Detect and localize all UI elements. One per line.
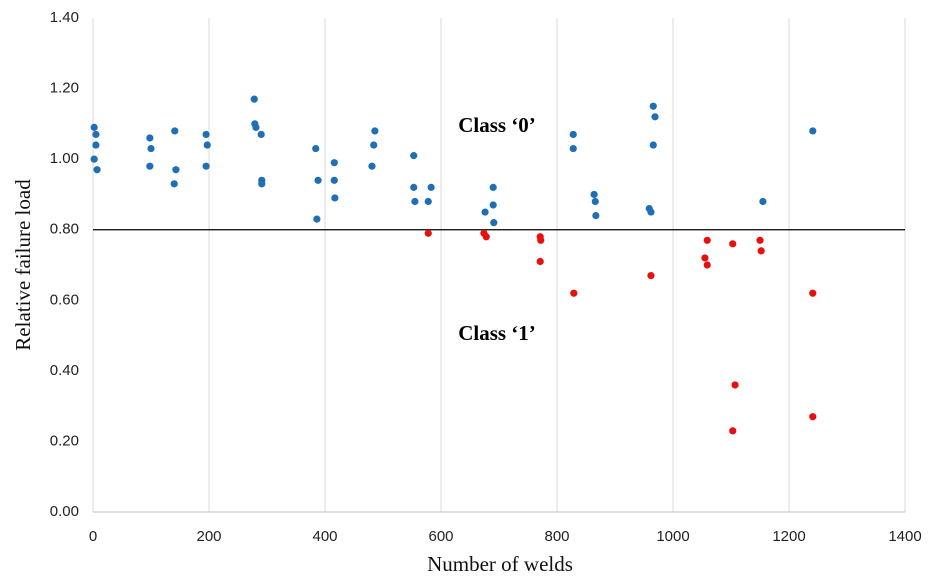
point: [252, 123, 260, 131]
annotation: Class ‘0’: [458, 113, 536, 137]
y-tick-label: 0.00: [50, 503, 79, 520]
x-tick-label: 400: [312, 528, 337, 545]
point: [537, 236, 545, 244]
point: [368, 162, 376, 170]
point: [258, 180, 266, 188]
y-tick-label: 0.20: [50, 432, 79, 449]
y-tick-label: 0.40: [50, 362, 79, 379]
x-tick-label: 1400: [888, 528, 921, 545]
point: [92, 130, 100, 139]
point: [330, 159, 338, 167]
point: [592, 212, 600, 220]
point: [90, 155, 98, 163]
point: [257, 130, 265, 139]
point: [370, 141, 378, 149]
point: [591, 197, 599, 206]
point: [146, 162, 154, 170]
point: [703, 261, 711, 269]
point: [371, 127, 379, 135]
point: [331, 194, 339, 202]
point: [202, 162, 210, 170]
y-tick-label: 0.80: [50, 221, 79, 238]
point: [757, 247, 765, 255]
point: [703, 236, 711, 244]
point: [809, 289, 817, 297]
point: [92, 141, 100, 149]
x-tick-label: 200: [196, 528, 221, 545]
point: [330, 176, 338, 184]
x-tick-label: 0: [89, 528, 97, 545]
point: [313, 215, 321, 223]
point: [569, 144, 577, 153]
point: [489, 201, 497, 209]
point: [536, 257, 544, 266]
point: [651, 113, 659, 121]
x-tick-label: 1000: [656, 528, 689, 545]
point: [649, 141, 657, 149]
point: [147, 144, 155, 153]
point: [569, 130, 577, 139]
point: [731, 381, 739, 389]
point: [410, 152, 418, 160]
point: [647, 208, 655, 216]
point: [424, 197, 432, 206]
point: [146, 134, 154, 142]
point: [489, 183, 497, 191]
y-tick-label: 0.60: [50, 291, 79, 308]
point: [427, 183, 435, 191]
point: [490, 219, 498, 227]
point: [410, 183, 418, 191]
point: [172, 166, 180, 174]
point: [171, 127, 179, 135]
x-axis-title: Number of welds: [427, 552, 573, 576]
point: [312, 144, 320, 153]
point: [411, 197, 419, 206]
y-axis-title: Relative failure load: [11, 179, 35, 351]
y-tick-label: 1.00: [50, 150, 79, 167]
annotation: Class ‘1’: [458, 321, 536, 345]
point: [250, 95, 258, 103]
x-tick-label: 800: [544, 528, 569, 545]
point: [570, 289, 578, 297]
x-tick-label: 1200: [772, 528, 805, 545]
point: [701, 254, 709, 262]
point: [756, 236, 764, 244]
point: [649, 102, 657, 110]
point: [809, 413, 817, 421]
point: [424, 229, 432, 237]
point: [809, 127, 817, 135]
point: [90, 123, 98, 131]
point: [482, 233, 490, 241]
point: [647, 271, 655, 280]
x-tick-label: 600: [428, 528, 453, 545]
point: [590, 190, 598, 199]
point: [729, 427, 737, 435]
y-tick-label: 1.20: [50, 80, 79, 97]
point: [314, 176, 322, 184]
point: [759, 197, 767, 206]
point: [203, 141, 211, 149]
point: [481, 208, 489, 216]
point: [202, 130, 210, 139]
y-tick-label: 1.40: [50, 9, 79, 26]
point: [729, 240, 737, 248]
point: [170, 180, 178, 188]
point: [93, 166, 101, 174]
